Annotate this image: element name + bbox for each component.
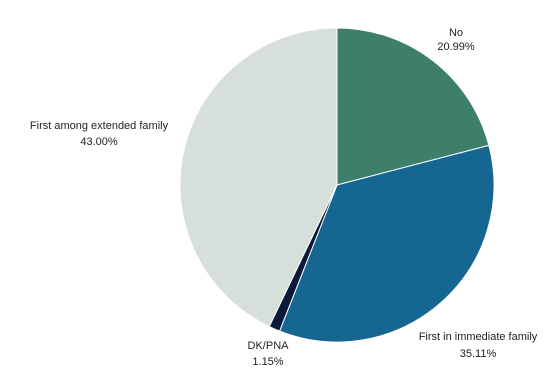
pie-slice-no [336,27,490,186]
slice-label: First among extended family [30,120,169,132]
pie-slice-first-in-immediate-family [278,144,495,343]
pie-slices [179,27,495,343]
slice-value-label: 20.99% [437,41,475,53]
slice-value-label: 43.00% [80,136,118,148]
slice-label: No [449,27,463,39]
pie-slice-first-among-extended-family [179,27,338,328]
pie-labels: No 20.99% First in immediate family 35.11% D… [30,27,538,368]
slice-value-label: 1.15% [252,356,283,368]
slice-label: DK/PNA [248,340,290,352]
slice-label: First in immediate family [419,331,538,343]
slice-value-label: 35.11% [460,348,497,360]
